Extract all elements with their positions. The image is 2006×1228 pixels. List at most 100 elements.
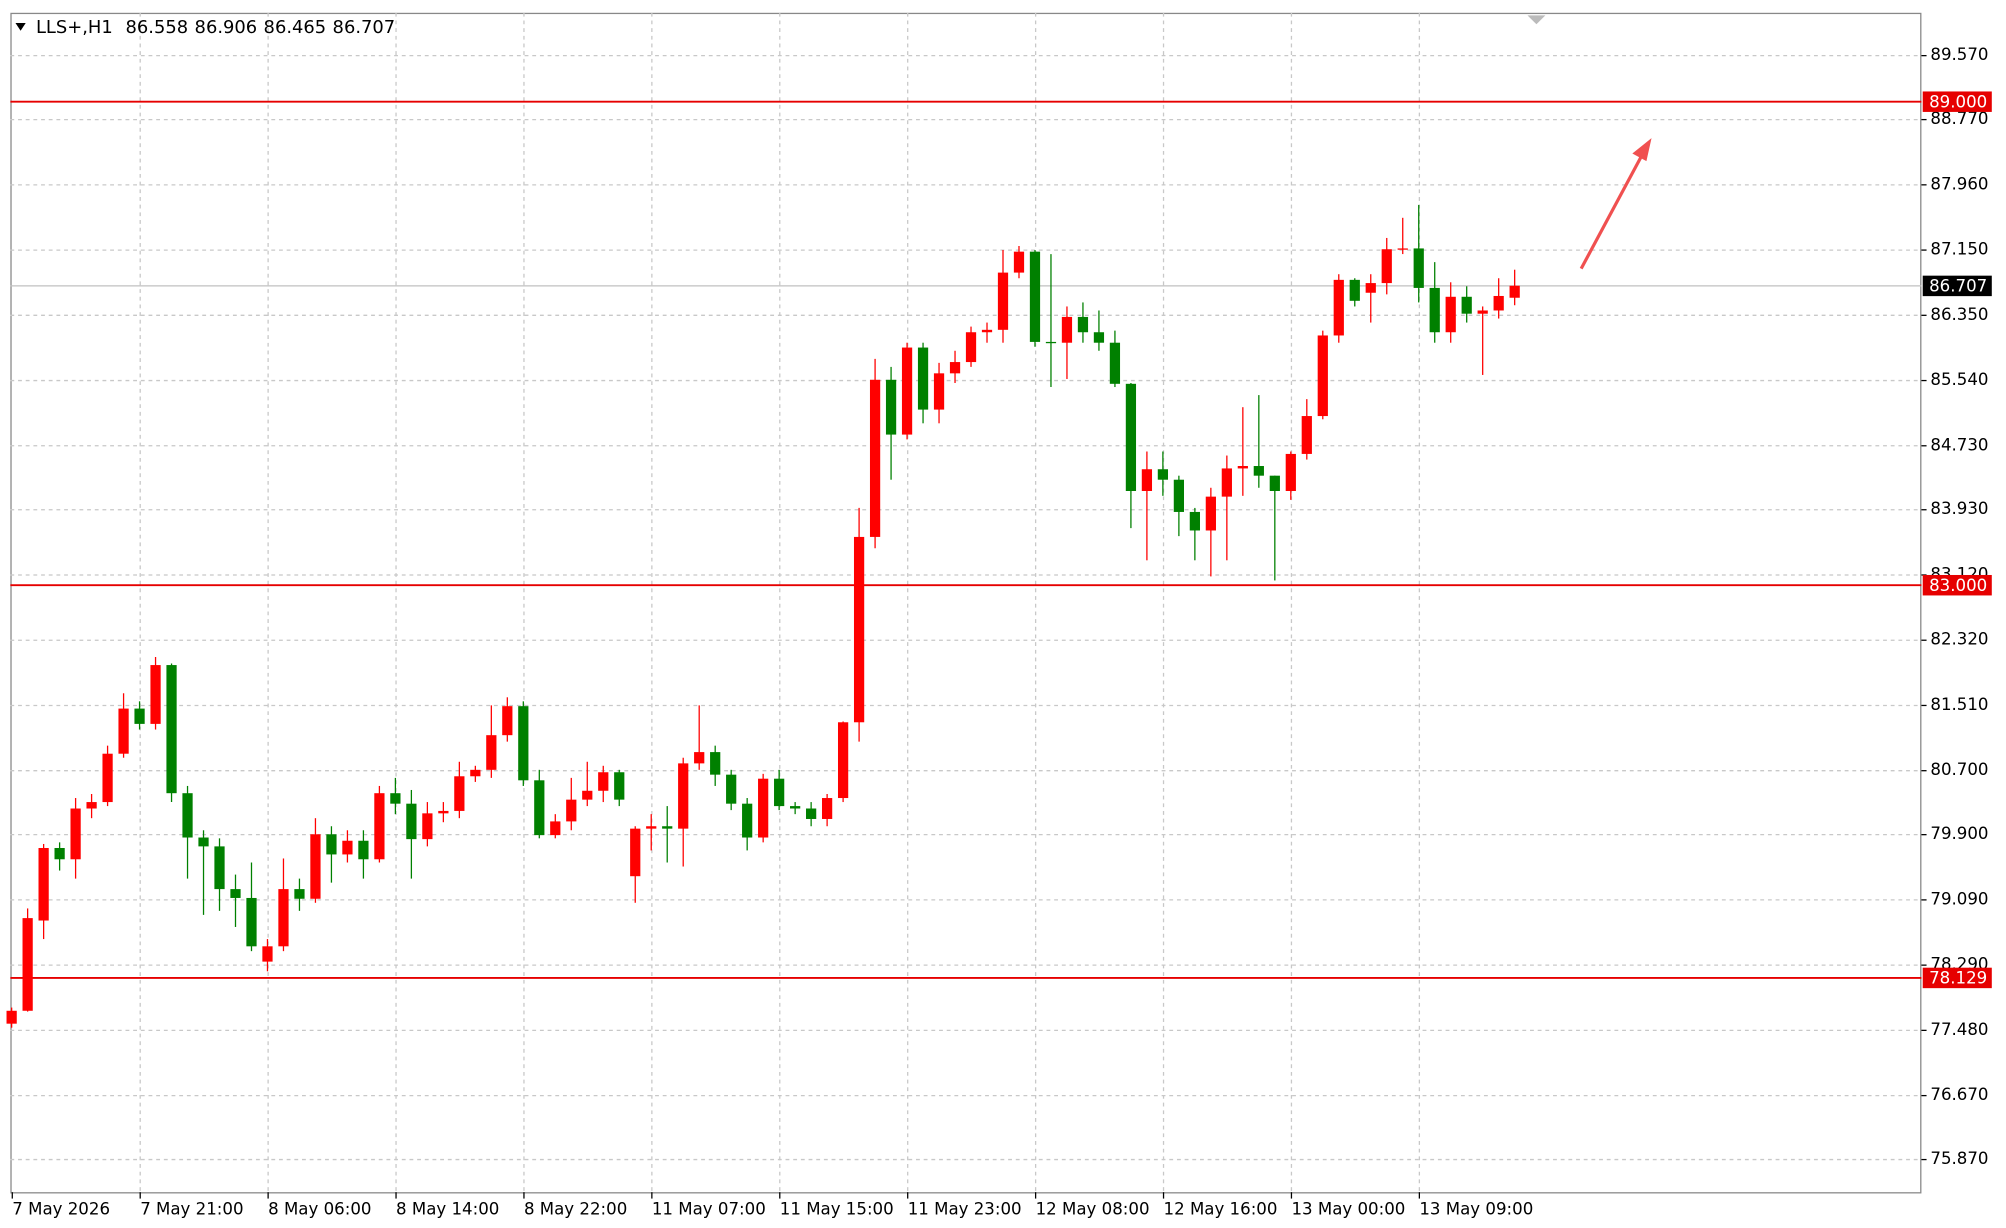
body xyxy=(1221,468,1232,497)
levels xyxy=(10,100,1922,979)
axes: 75.87076.67077.48078.29079.09079.90080.7… xyxy=(11,45,1992,1219)
y-tick-label: 79.090 xyxy=(1930,889,1988,908)
body xyxy=(598,772,609,791)
level-tag xyxy=(1922,967,1992,989)
x-tick-label: 12 May 16:00 xyxy=(1164,1200,1278,1219)
y-tick-label: 84.730 xyxy=(1930,435,1988,454)
body xyxy=(662,826,673,829)
body xyxy=(933,373,945,410)
body xyxy=(310,834,321,899)
body xyxy=(758,778,769,838)
body xyxy=(358,840,369,860)
x-tick-label: 7 May 2026 xyxy=(12,1200,110,1219)
body xyxy=(486,735,497,770)
body xyxy=(262,946,273,962)
body xyxy=(390,793,401,804)
body xyxy=(246,897,257,947)
body xyxy=(1093,332,1105,343)
candles xyxy=(6,204,1520,1028)
level-tag xyxy=(1922,574,1992,596)
body xyxy=(550,821,561,836)
y-tick-label: 85.540 xyxy=(1930,370,1988,389)
body xyxy=(917,347,929,410)
body xyxy=(1429,287,1440,333)
chart-header: LLS+,H1 86.558 86.906 86.465 86.707 xyxy=(36,17,395,38)
y-tick-label: 86.350 xyxy=(1930,305,1988,324)
body xyxy=(1173,479,1185,512)
body xyxy=(981,329,993,333)
menu-triangle xyxy=(15,23,26,31)
body xyxy=(454,776,465,811)
body xyxy=(869,379,881,537)
body xyxy=(406,803,417,840)
y-tick-label: 89.570 xyxy=(1930,45,1988,64)
body xyxy=(566,799,577,822)
body xyxy=(790,806,801,809)
body xyxy=(198,837,209,847)
body xyxy=(166,665,177,794)
body xyxy=(1237,466,1248,469)
y-tick-label: 77.480 xyxy=(1930,1020,1988,1039)
body xyxy=(1253,466,1264,476)
level-tag xyxy=(1922,91,1992,112)
y-tick-label: 83.930 xyxy=(1930,499,1988,518)
body xyxy=(1205,496,1216,531)
x-tick-label: 8 May 22:00 xyxy=(524,1200,627,1219)
symbol: LLS+,H1 xyxy=(36,17,113,38)
x-tick-label: 11 May 07:00 xyxy=(652,1200,766,1219)
body xyxy=(806,808,817,819)
y-tick-label: 82.320 xyxy=(1930,630,1988,649)
body xyxy=(1125,383,1137,491)
shift-marker xyxy=(1527,15,1546,25)
body xyxy=(1301,416,1312,454)
body xyxy=(134,708,145,724)
body xyxy=(54,847,65,860)
body xyxy=(102,753,113,803)
body xyxy=(1285,453,1296,491)
body xyxy=(582,790,593,800)
y-tick-label: 81.510 xyxy=(1930,695,1988,714)
price-tag xyxy=(1922,275,1992,297)
x-tick-label: 12 May 08:00 xyxy=(1036,1200,1150,1219)
body xyxy=(1029,251,1041,342)
body xyxy=(997,272,1009,330)
body xyxy=(470,769,481,777)
body xyxy=(6,1010,17,1024)
level-label: 78.129 xyxy=(1929,969,1987,988)
body xyxy=(1509,285,1520,298)
body xyxy=(70,808,81,860)
y-tick-label: 88.770 xyxy=(1930,109,1988,128)
body xyxy=(1349,279,1360,301)
body xyxy=(214,846,225,890)
body xyxy=(853,536,865,723)
body xyxy=(1189,511,1200,531)
body xyxy=(182,793,193,838)
body xyxy=(1045,341,1057,344)
level-label: 83.000 xyxy=(1929,576,1987,595)
body xyxy=(278,889,289,947)
y-tick-label: 80.700 xyxy=(1930,760,1988,779)
body xyxy=(22,918,33,1011)
body xyxy=(901,347,913,435)
body xyxy=(38,847,49,921)
x-tick-label: 8 May 14:00 xyxy=(396,1200,499,1219)
body xyxy=(1109,342,1121,384)
body xyxy=(837,722,849,799)
body xyxy=(502,706,513,736)
body xyxy=(294,889,305,899)
x-tick-label: 13 May 00:00 xyxy=(1291,1200,1405,1219)
body xyxy=(1061,316,1073,343)
body xyxy=(614,772,625,800)
body xyxy=(1269,475,1280,491)
y-tick-label: 87.960 xyxy=(1930,174,1988,193)
body xyxy=(710,752,721,775)
body xyxy=(326,834,337,855)
body xyxy=(86,802,97,809)
body xyxy=(726,774,737,804)
body xyxy=(150,665,161,724)
ohlc-open: 86.558 xyxy=(126,17,189,38)
body xyxy=(1141,469,1153,491)
x-tick-label: 13 May 09:00 xyxy=(1419,1200,1533,1219)
